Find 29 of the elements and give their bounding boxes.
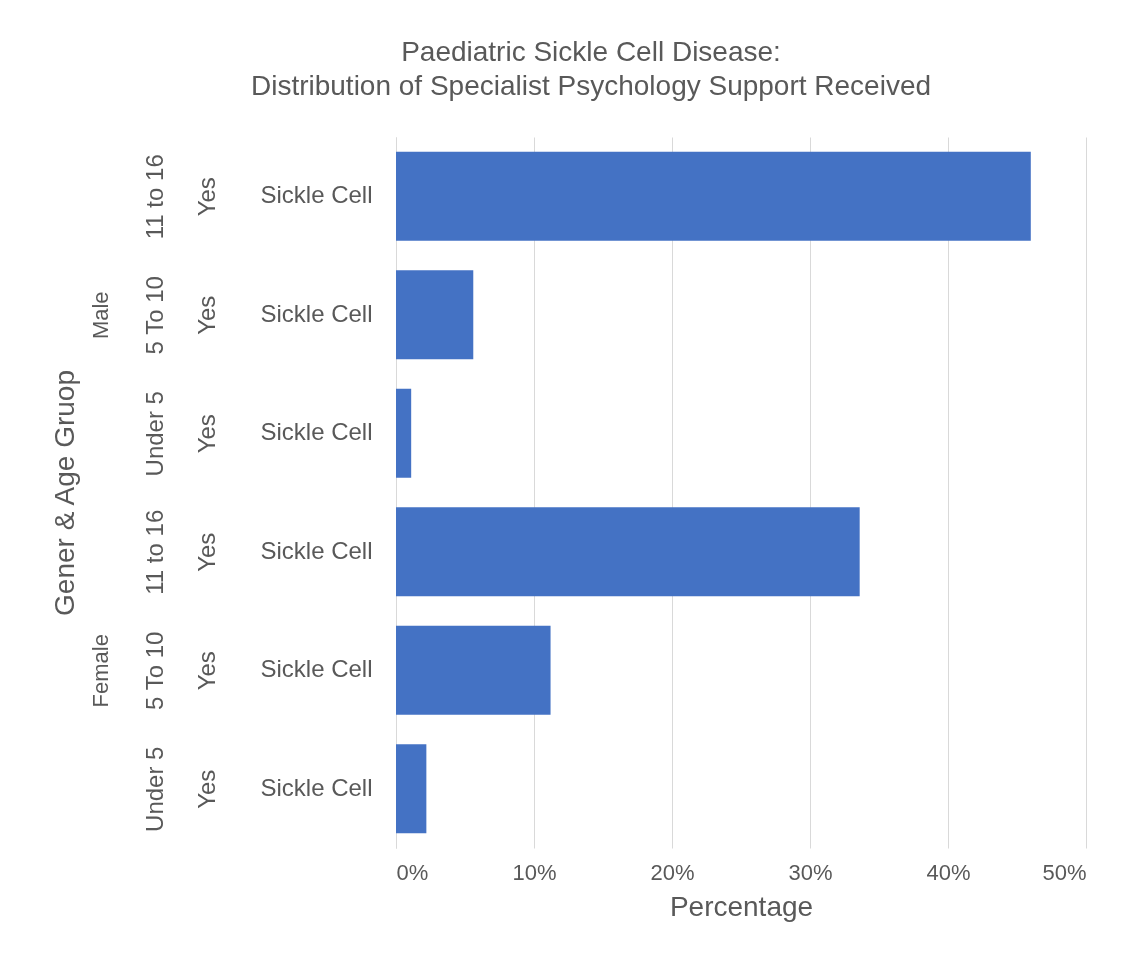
text: Yes (192, 532, 220, 572)
text: Yes (192, 651, 220, 691)
x-tick-label: 10% (512, 859, 557, 885)
x-tick-label: 0% (396, 859, 429, 885)
y-tick-label: Sickle Cell (260, 181, 373, 209)
text: Female (87, 634, 113, 708)
y-tick-label: Sickle Cell (260, 536, 373, 564)
chart-title: Paediatric Sickle Cell Disease: Distribution of Specialist Psychology Support Received (250, 36, 932, 101)
y-tick-label: Sickle Cell (260, 773, 373, 801)
text: Under 5 (140, 746, 168, 832)
y-tick-label: Sickle Cell (260, 418, 373, 446)
text: Male (87, 291, 113, 340)
y-tick-label: Sickle Cell (260, 655, 373, 683)
text: Yes (192, 177, 220, 217)
text: 11 to 16 (140, 509, 168, 595)
y-tick-label: Sickle Cell (260, 299, 373, 327)
text: 5 To 10 (140, 276, 168, 355)
text: Yes (192, 414, 220, 454)
x-tick-label: 40% (926, 859, 971, 885)
x-tick-label: 50% (1042, 859, 1087, 885)
x-tick-label: 20% (650, 859, 695, 885)
text: 5 To 10 (140, 631, 168, 710)
text: Yes (192, 769, 220, 809)
x-axis-title: Percentage (669, 890, 814, 922)
text: Under 5 (140, 391, 168, 477)
text: 11 to 16 (140, 154, 168, 240)
text: Yes (192, 295, 220, 335)
x-tick-label: 30% (788, 859, 833, 885)
text: Gener & Age Gruop (48, 370, 80, 616)
